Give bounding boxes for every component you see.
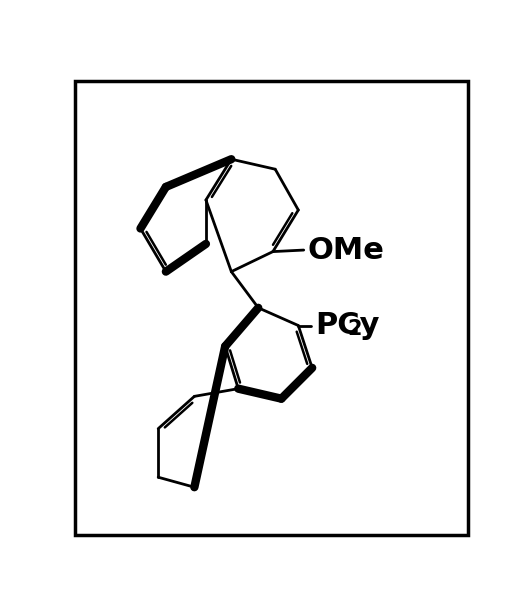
Text: 2: 2 <box>347 319 362 339</box>
Text: PCy: PCy <box>315 311 380 340</box>
Text: OMe: OMe <box>307 235 384 264</box>
